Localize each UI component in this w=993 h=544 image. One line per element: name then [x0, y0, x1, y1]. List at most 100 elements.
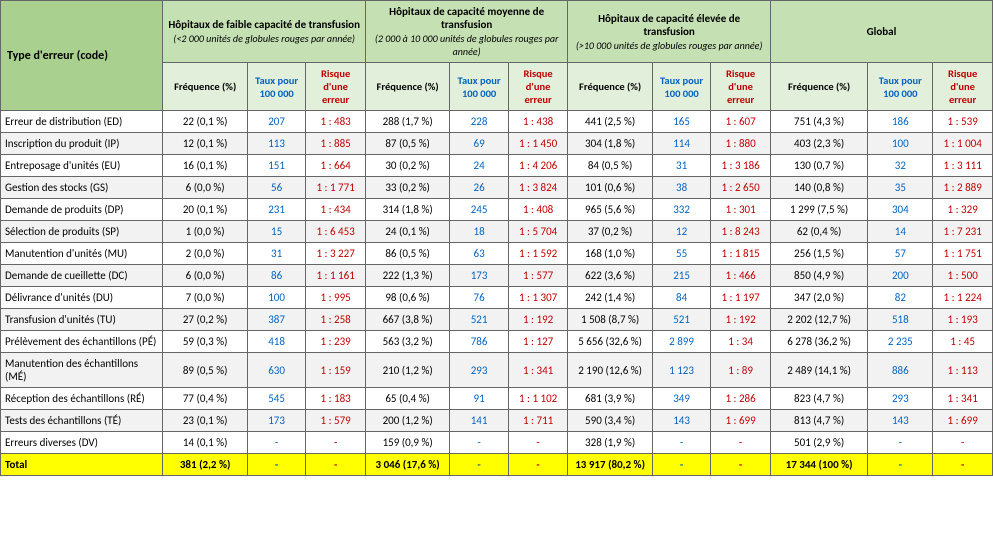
cell-risk: 1 : 7 231	[933, 221, 993, 243]
cell-rate: 786	[450, 331, 508, 353]
cell-freq: 101 (0,6 %)	[568, 177, 652, 199]
cell-risk: 1 : 539	[933, 111, 993, 133]
cell-rate: 245	[450, 199, 508, 221]
cell-risk: 1 : 3 111	[933, 155, 993, 177]
cell-freq: 17 344 (100 %)	[770, 454, 867, 476]
cell-rate: 84	[652, 287, 710, 309]
cell-freq: 140 (0,8 %)	[770, 177, 867, 199]
cell-rate: 173	[450, 265, 508, 287]
cell-risk: -	[711, 454, 771, 476]
cell-risk: -	[306, 432, 366, 454]
cell-freq: 242 (1,4 %)	[568, 287, 652, 309]
cell-freq: 6 (0,0 %)	[163, 177, 247, 199]
cell-risk: 1 : 1 004	[933, 133, 993, 155]
cell-rate: 55	[652, 243, 710, 265]
cell-rate: 143	[652, 410, 710, 432]
cell-freq: 22 (0,1 %)	[163, 111, 247, 133]
cell-rate: 2 235	[868, 331, 933, 353]
row-label: Tests des échantillons (TÉ)	[1, 410, 163, 432]
cell-rate: 387	[247, 309, 305, 331]
cell-risk: 1 : 5 704	[508, 221, 568, 243]
cell-risk: -	[711, 432, 771, 454]
cell-freq: 37 (0,2 %)	[568, 221, 652, 243]
cell-risk: 1 : 2 650	[711, 177, 771, 199]
cell-risk: -	[306, 454, 366, 476]
col-freq: Fréquence (%)	[163, 63, 247, 111]
cell-freq: 27 (0,2 %)	[163, 309, 247, 331]
cell-risk: 1 : 192	[711, 309, 771, 331]
cell-freq: 328 (1,9 %)	[568, 432, 652, 454]
cell-freq: 622 (3,6 %)	[568, 265, 652, 287]
row-label: Manutention d'unités (MU)	[1, 243, 163, 265]
table-row: Entreposage d'unités (EU)16 (0,1 %)1511 …	[1, 155, 993, 177]
cell-risk: 1 : 885	[306, 133, 366, 155]
cell-rate: 228	[450, 111, 508, 133]
cell-risk: 1 : 483	[306, 111, 366, 133]
cell-freq: 86 (0,5 %)	[365, 243, 449, 265]
cell-rate: 886	[868, 353, 933, 388]
cell-rate: 31	[247, 243, 305, 265]
cell-rate: 630	[247, 353, 305, 388]
cell-risk: 1 : 500	[933, 265, 993, 287]
cell-rate: 151	[247, 155, 305, 177]
cell-rate: 293	[868, 388, 933, 410]
cell-rate: 173	[247, 410, 305, 432]
cell-freq: 965 (5,6 %)	[568, 199, 652, 221]
cell-risk: 1 : 2 889	[933, 177, 993, 199]
cell-rate: 14	[868, 221, 933, 243]
cell-rate: 26	[450, 177, 508, 199]
cell-freq: 6 278 (36,2 %)	[770, 331, 867, 353]
row-label: Transfusion d'unités (TU)	[1, 309, 163, 331]
group-low: Hôpitaux de faible capacité de transfusi…	[163, 1, 365, 63]
col-risk: Risque d'une erreur	[306, 63, 366, 111]
cell-rate: -	[652, 432, 710, 454]
cell-risk: 1 : 466	[711, 265, 771, 287]
cell-freq: 403 (2,3 %)	[770, 133, 867, 155]
cell-risk: 1 : 6 453	[306, 221, 366, 243]
cell-rate: 76	[450, 287, 508, 309]
row-label: Inscription du produit (IP)	[1, 133, 163, 155]
cell-rate: 2 899	[652, 331, 710, 353]
cell-freq: 2 190 (12,6 %)	[568, 353, 652, 388]
cell-rate: 12	[652, 221, 710, 243]
cell-risk: 1 : 577	[508, 265, 568, 287]
cell-risk: -	[508, 454, 568, 476]
cell-freq: 14 (0,1 %)	[163, 432, 247, 454]
group-high-title: Hôpitaux de capacité élevée de transfusi…	[598, 12, 740, 38]
cell-freq: 20 (0,1 %)	[163, 199, 247, 221]
cell-freq: 813 (4,7 %)	[770, 410, 867, 432]
cell-freq: 210 (1,2 %)	[365, 353, 449, 388]
cell-rate: 186	[868, 111, 933, 133]
cell-freq: 501 (2,9 %)	[770, 432, 867, 454]
cell-rate: 32	[868, 155, 933, 177]
cell-risk: 1 : 711	[508, 410, 568, 432]
cell-risk: 1 : 258	[306, 309, 366, 331]
table-row: Sélection de produits (SP)1 (0,0 %)151 :…	[1, 221, 993, 243]
cell-freq: 2 202 (12,7 %)	[770, 309, 867, 331]
cell-freq: 751 (4,3 %)	[770, 111, 867, 133]
cell-risk: 1 : 880	[711, 133, 771, 155]
cell-risk: 1 : 3 186	[711, 155, 771, 177]
cell-freq: 84 (0,5 %)	[568, 155, 652, 177]
cell-rate: 349	[652, 388, 710, 410]
row-label: Entreposage d'unités (EU)	[1, 155, 163, 177]
cell-risk: -	[508, 432, 568, 454]
cell-risk: 1 : 1 751	[933, 243, 993, 265]
cell-freq: 59 (0,3 %)	[163, 331, 247, 353]
col-freq: Fréquence (%)	[568, 63, 652, 111]
cell-rate: 231	[247, 199, 305, 221]
cell-risk: 1 : 192	[508, 309, 568, 331]
cell-freq: 130 (0,7 %)	[770, 155, 867, 177]
cell-freq: 1 299 (7,5 %)	[770, 199, 867, 221]
cell-risk: -	[933, 454, 993, 476]
cell-freq: 6 (0,0 %)	[163, 265, 247, 287]
cell-freq: 288 (1,7 %)	[365, 111, 449, 133]
group-global: Global	[770, 1, 992, 63]
col-freq: Fréquence (%)	[770, 63, 867, 111]
cell-risk: 1 : 34	[711, 331, 771, 353]
col-freq: Fréquence (%)	[365, 63, 449, 111]
cell-risk: 1 : 1 197	[711, 287, 771, 309]
row-label: Manutention des échantillons (MÉ)	[1, 353, 163, 388]
cell-rate: 38	[652, 177, 710, 199]
cell-freq: 314 (1,8 %)	[365, 199, 449, 221]
